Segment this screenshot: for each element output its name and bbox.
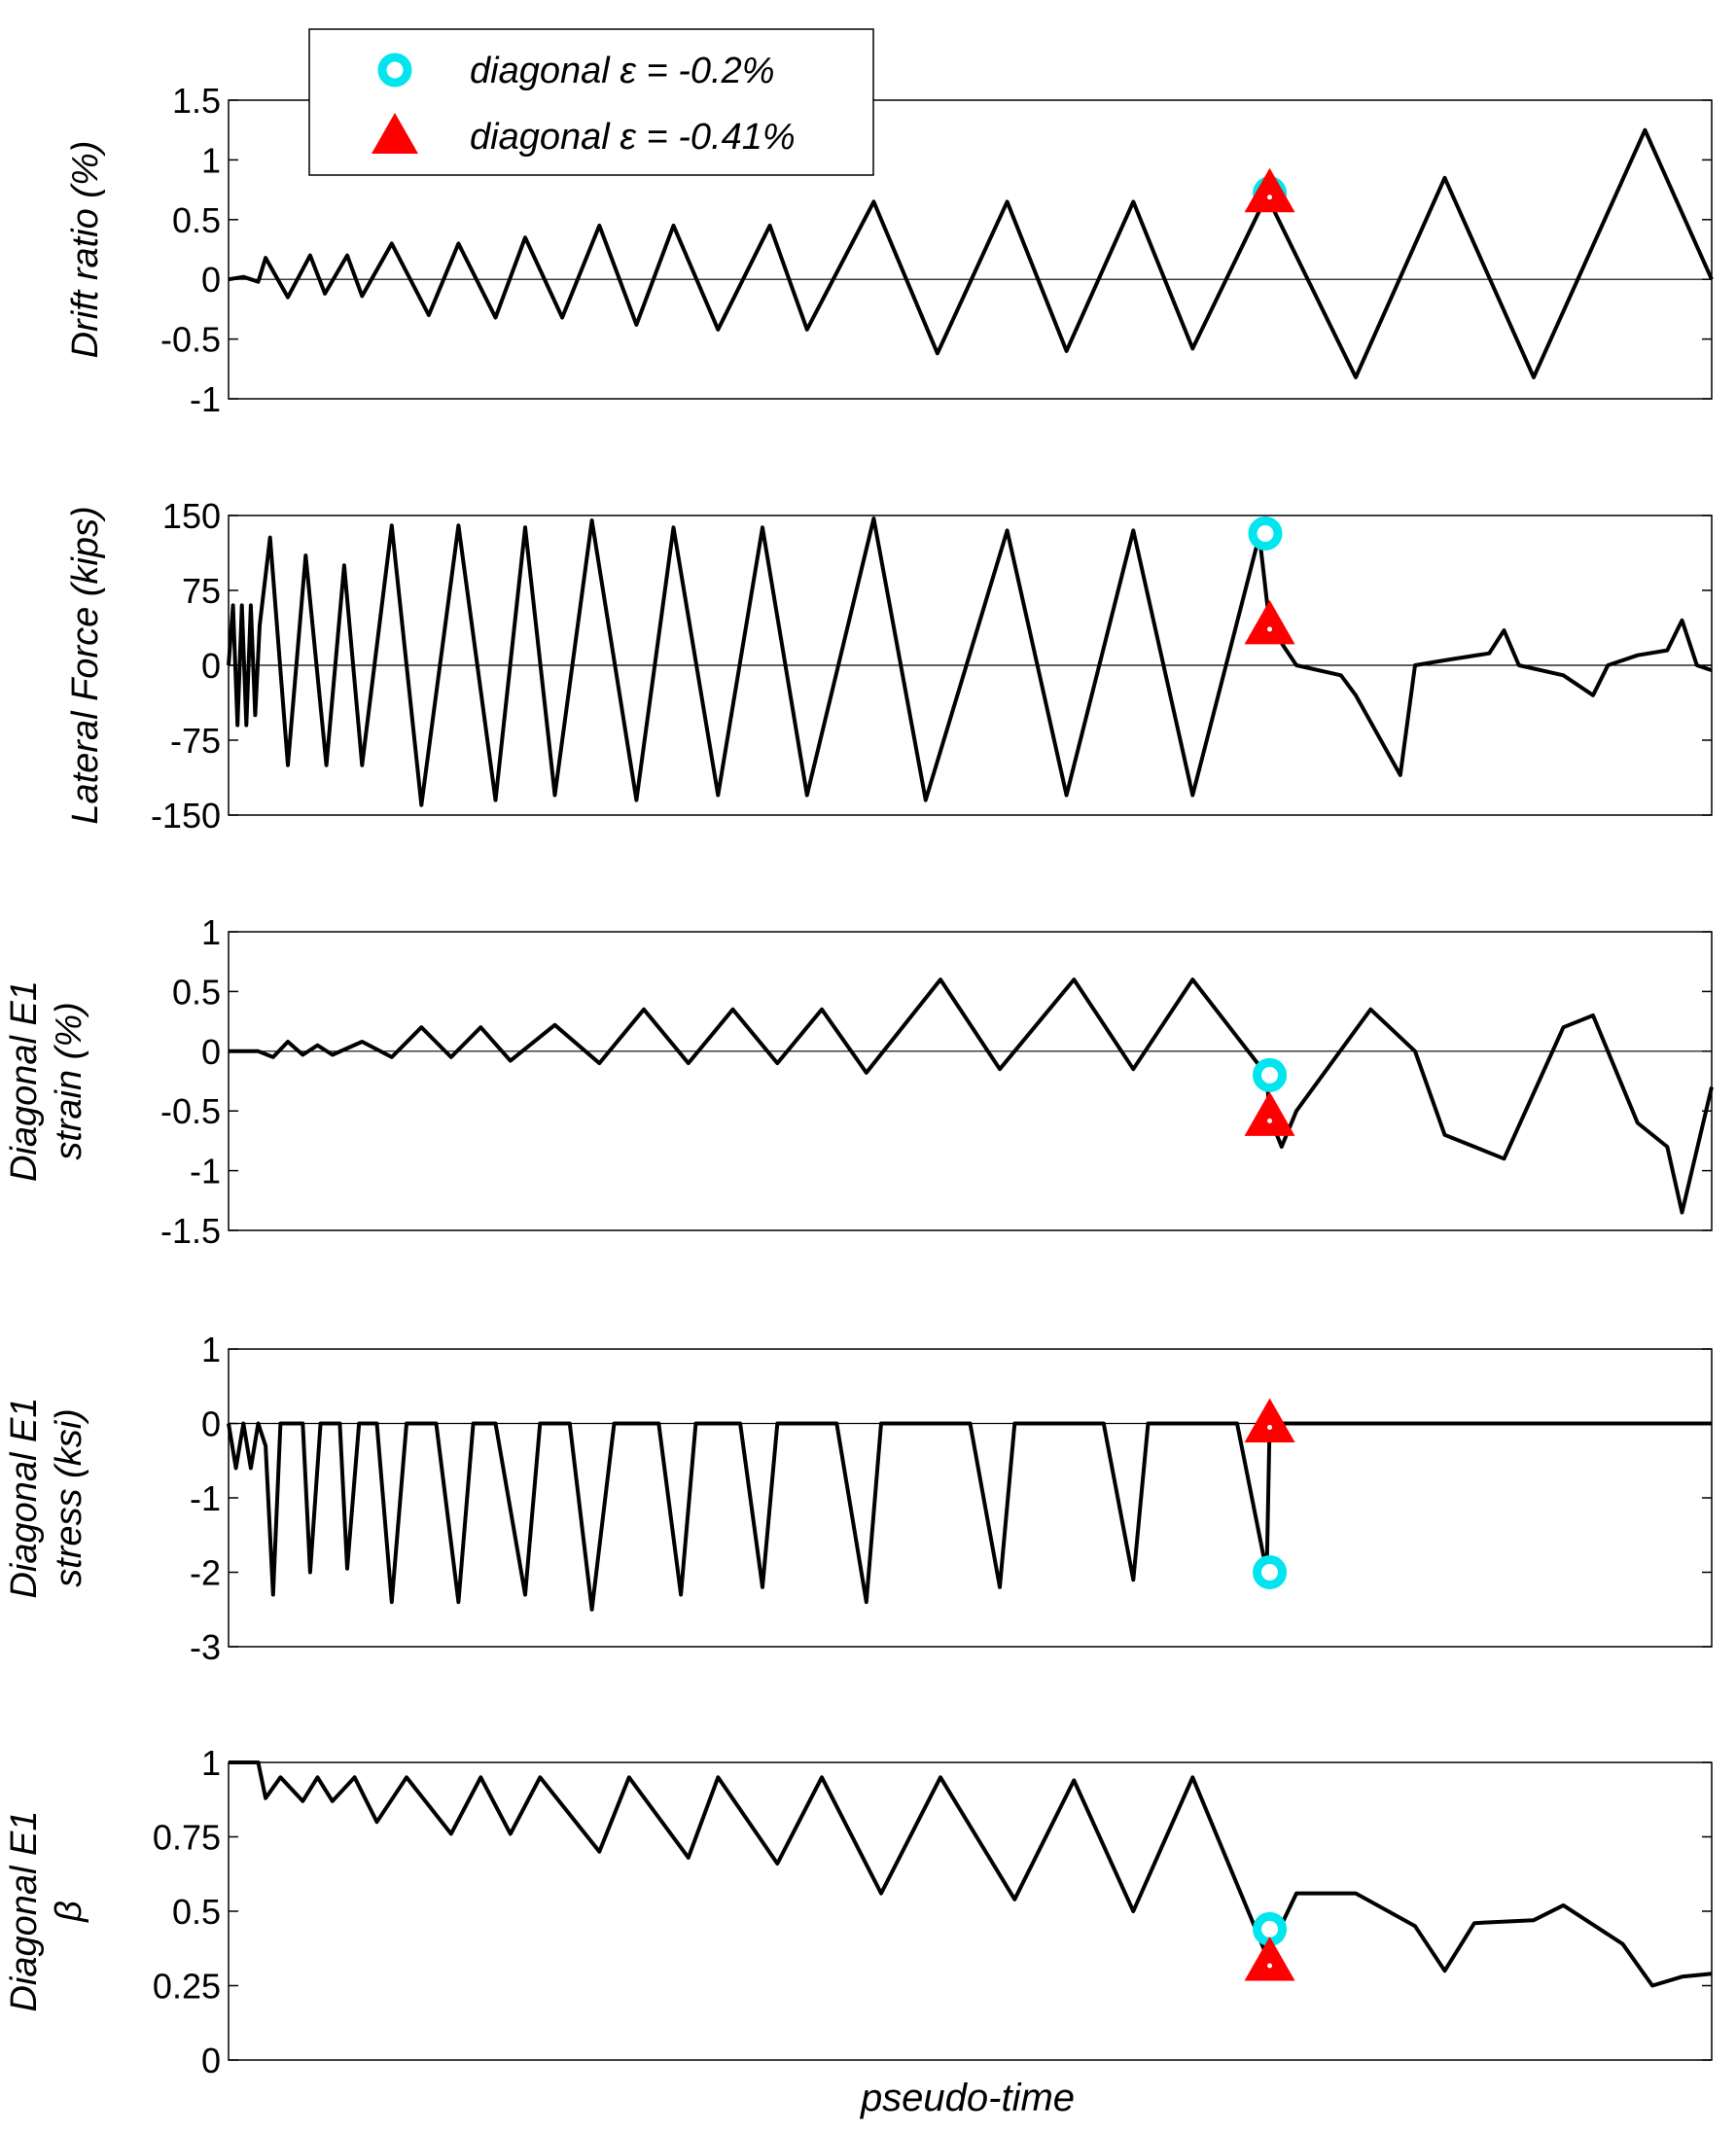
y-axis-label: Drift ratio (%) [65,141,106,359]
circle-marker [1248,515,1283,551]
y-axis-label: strain (%) [49,1002,89,1160]
circle-marker [1253,1057,1288,1092]
x-axis-label: pseudo-time [860,2077,1075,2119]
y-tick-label: 1.5 [172,81,221,121]
triangle-marker-dot [1267,1118,1273,1123]
y-tick-label: 0 [201,646,221,686]
triangle-marker [1244,599,1295,645]
y-tick-label: 75 [182,571,221,611]
y-tick-label: -75 [170,721,221,761]
y-tick-label: -1.5 [160,1211,221,1251]
y-tick-label: 1 [201,140,221,180]
y-tick-label: 0.5 [172,200,221,240]
y-axis-label: stress (ksi) [49,1408,89,1587]
series-line [227,516,1713,807]
series-line [229,978,1714,1215]
panel-1: -1 -0.5 0 0.5 1 1.5 Drift ratio (%) [65,81,1714,419]
y-axis-label: Lateral Force (kips) [65,506,106,824]
y-tick-label: -3 [190,1627,221,1667]
plot-frame [228,1761,1713,2061]
y-axis-label: Diagonal E1 [4,980,45,1182]
legend: diagonal ε = -0.2% diagonal ε = -0.41% [308,28,874,176]
plot-frame [228,931,1713,1231]
triangle-marker [1244,1091,1295,1136]
y-tick-label: 1 [201,1330,221,1369]
panel-2: -150 -75 0 75 150 Lateral Force (kips) [65,496,1713,835]
y-tick-label: 0 [201,2041,221,2080]
y-tick-label: -0.5 [160,320,221,360]
y-tick-label: 1 [201,912,221,952]
legend-triangle-marker [372,113,418,154]
y-tick-label: -1 [190,1478,221,1518]
y-tick-label: -1 [190,379,221,419]
y-tick-label: 1 [201,1743,221,1783]
triangle-marker-dot [1267,1963,1273,1969]
plot-frame [228,99,1713,400]
y-tick-label: 0 [201,260,221,300]
y-axis-label: β [49,1901,89,1923]
legend-circle-marker [377,53,412,88]
y-tick-label: 0.5 [172,972,221,1012]
triangle-marker [1244,1398,1295,1442]
y-tick-label: -0.5 [160,1091,221,1131]
y-tick-label: 0 [201,1404,221,1444]
y-tick-label: 0.75 [153,1818,221,1858]
y-axis-label: Diagonal E1 [4,1397,45,1598]
triangle-marker-dot [1267,626,1273,632]
series-line [229,1760,1713,1988]
y-tick-label: 0 [201,1032,221,1072]
circle-marker [1253,1555,1288,1589]
y-tick-label: -1 [190,1152,221,1191]
panel-5: 0 0.25 0.5 0.75 1 Diagonal E1 β [4,1743,1713,2080]
y-axis-label: Diagonal E1 [4,1810,45,2011]
triangle-marker-dot [1267,1425,1273,1430]
y-tick-label: -2 [190,1553,221,1593]
panel-3: -1.5 -1 -0.5 0 0.5 1 Diagonal E1 strain (%) [4,912,1714,1251]
triangle-marker [1244,167,1295,213]
series-line [227,1421,1712,1612]
plot-frame [228,1348,1713,1648]
legend-entry-label: diagonal ε = -0.2% [470,51,775,91]
y-tick-label: 0.5 [172,1892,221,1932]
y-tick-label: -150 [151,796,221,835]
triangle-marker-dot [1267,195,1273,200]
panel-4: -3 -2 -1 0 1 Diagonal E1 stress (ksi) [4,1330,1713,1667]
y-tick-label: 0.25 [153,1967,221,2007]
series-line [228,127,1714,379]
legend-entry-label: diagonal ε = -0.41% [470,117,796,158]
triangle-marker [1244,1937,1295,1981]
y-tick-label: 150 [162,496,221,536]
